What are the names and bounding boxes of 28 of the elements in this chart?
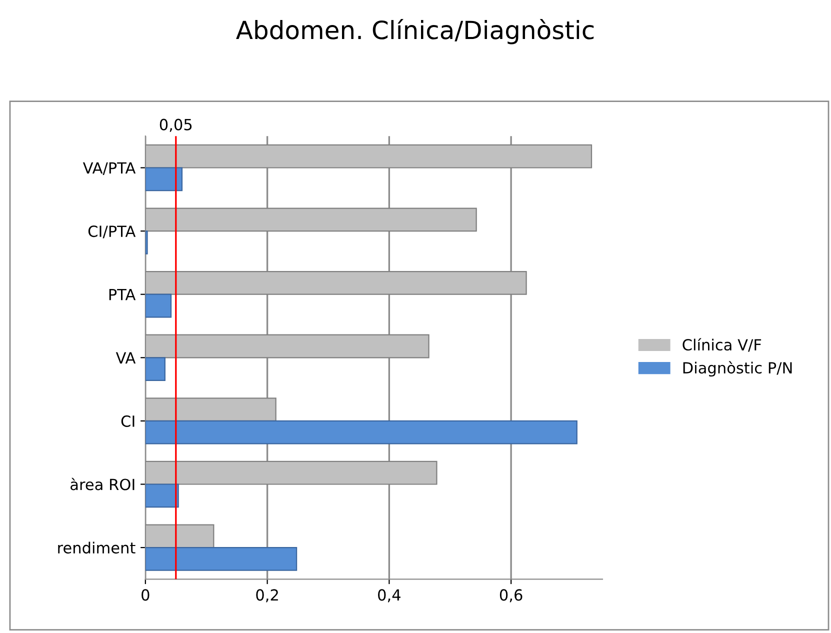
ref-line-label: 0,05 [160,118,192,132]
y-tick-label: PTA [109,289,136,300]
legend-label: Clínica V/F [682,338,762,352]
y-tick-label: CI/PTA [88,226,136,238]
bar [145,460,438,485]
bar [145,271,527,295]
y-tick-label: àrea ROI [70,478,134,490]
x-tick-label: 0,2 [256,589,278,602]
bar [145,208,477,232]
bar [145,420,578,444]
y-tick-label: rendiment [58,542,136,554]
bar [145,484,179,508]
x-tick-label: 0,6 [500,589,522,602]
bar [145,524,214,548]
bar [145,334,430,358]
chart-title: Abdomen. Clínica/Diagnòstic [236,19,594,44]
x-tick-label: 0 [142,589,150,601]
y-tick-label: VA [116,352,136,364]
y-tick-label: VA/PTA [82,162,136,175]
bar [145,357,166,381]
y-tick-label: CI [121,415,134,427]
bar [145,398,276,422]
bar [145,546,298,571]
legend-label: Diagnòstic P/N [683,361,792,377]
bar [145,294,172,318]
bar [145,144,592,168]
bar [145,167,183,192]
x-tick-label: 0,4 [378,589,400,602]
